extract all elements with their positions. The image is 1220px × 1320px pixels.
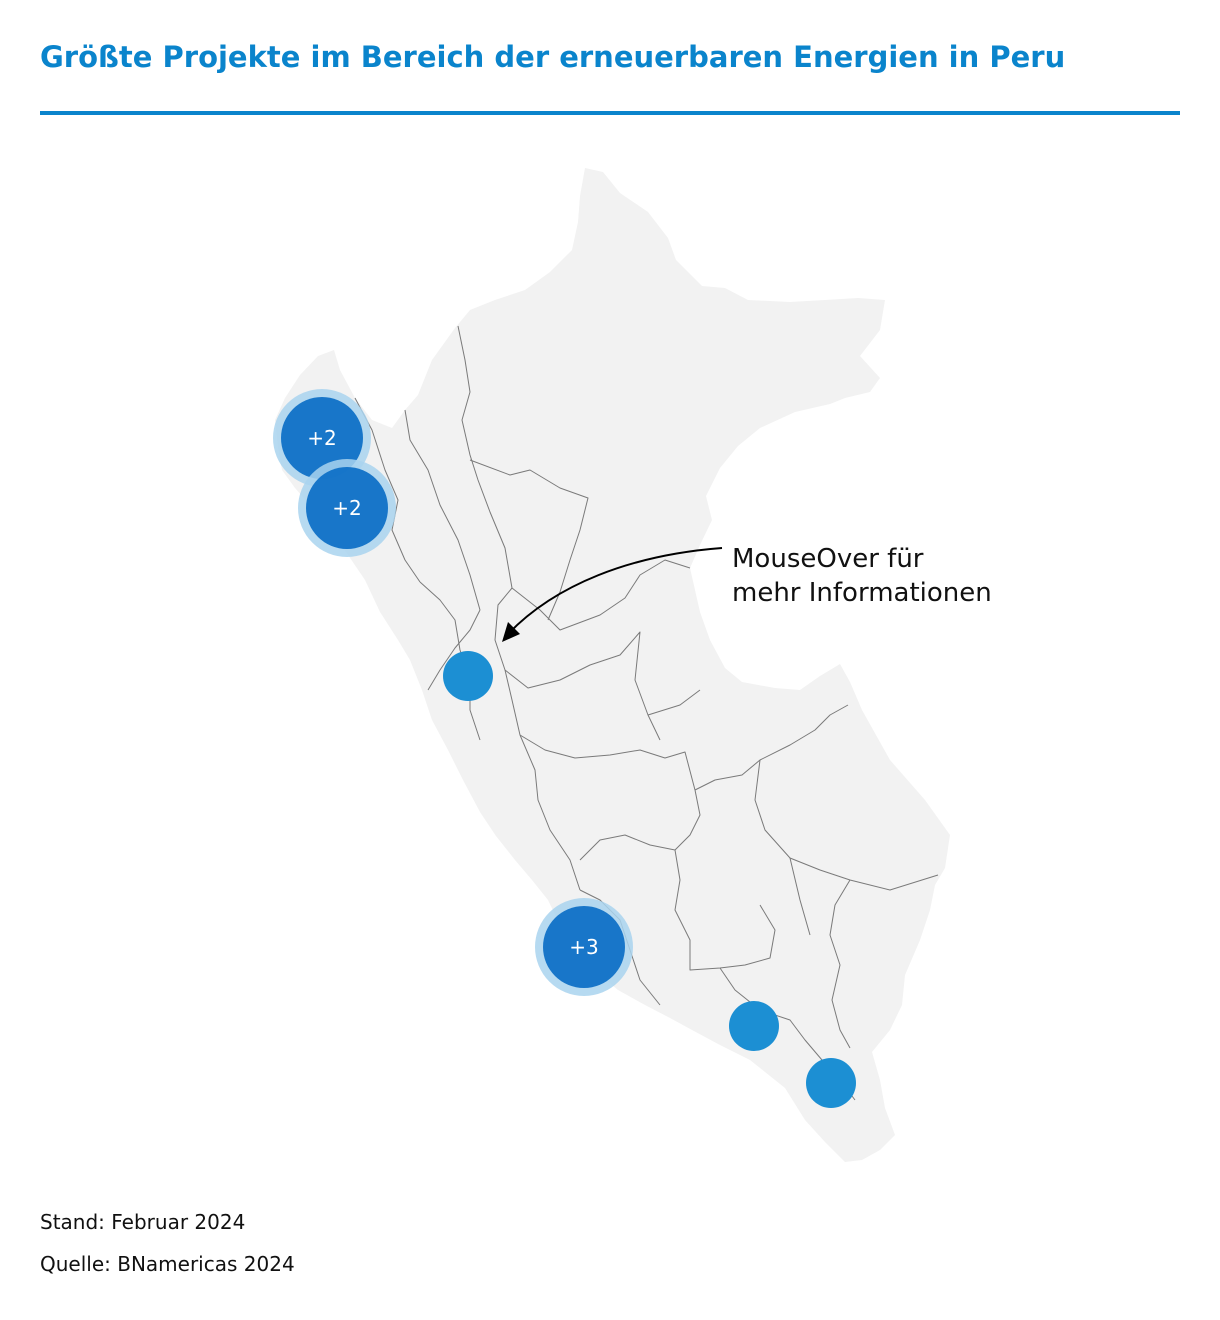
annotation-line-1: MouseOver für	[732, 544, 924, 574]
peru-land	[275, 168, 950, 1162]
marker-dot	[729, 1001, 779, 1051]
project-marker-ancash[interactable]	[443, 651, 493, 701]
title-divider	[40, 111, 1180, 115]
marker-dot	[443, 651, 493, 701]
cluster-count: +2	[332, 496, 361, 520]
cluster-marker-lambayeque[interactable]: +2	[298, 459, 396, 557]
project-markers: +2 +2 +3	[273, 389, 856, 1108]
cluster-core	[281, 397, 363, 479]
cluster-marker-ica[interactable]: +3	[535, 898, 633, 996]
annotation-line-2: mehr Informationen	[732, 578, 992, 608]
cluster-count: +3	[569, 935, 598, 959]
cluster-count: +2	[307, 426, 336, 450]
marker-dot	[806, 1058, 856, 1108]
project-marker-moquegua[interactable]	[806, 1058, 856, 1108]
annotation-arrow	[507, 547, 723, 635]
cluster-core	[306, 467, 388, 549]
department-borders	[354, 325, 939, 1101]
footer-source: Quelle: BNamericas 2024	[40, 1252, 295, 1276]
annotation-arrowhead	[502, 622, 520, 642]
cluster-core	[543, 906, 625, 988]
page-title: Größte Projekte im Bereich der erneuerba…	[40, 40, 1066, 74]
footer-stand: Stand: Februar 2024	[40, 1210, 246, 1234]
project-marker-arequipa[interactable]	[729, 1001, 779, 1051]
